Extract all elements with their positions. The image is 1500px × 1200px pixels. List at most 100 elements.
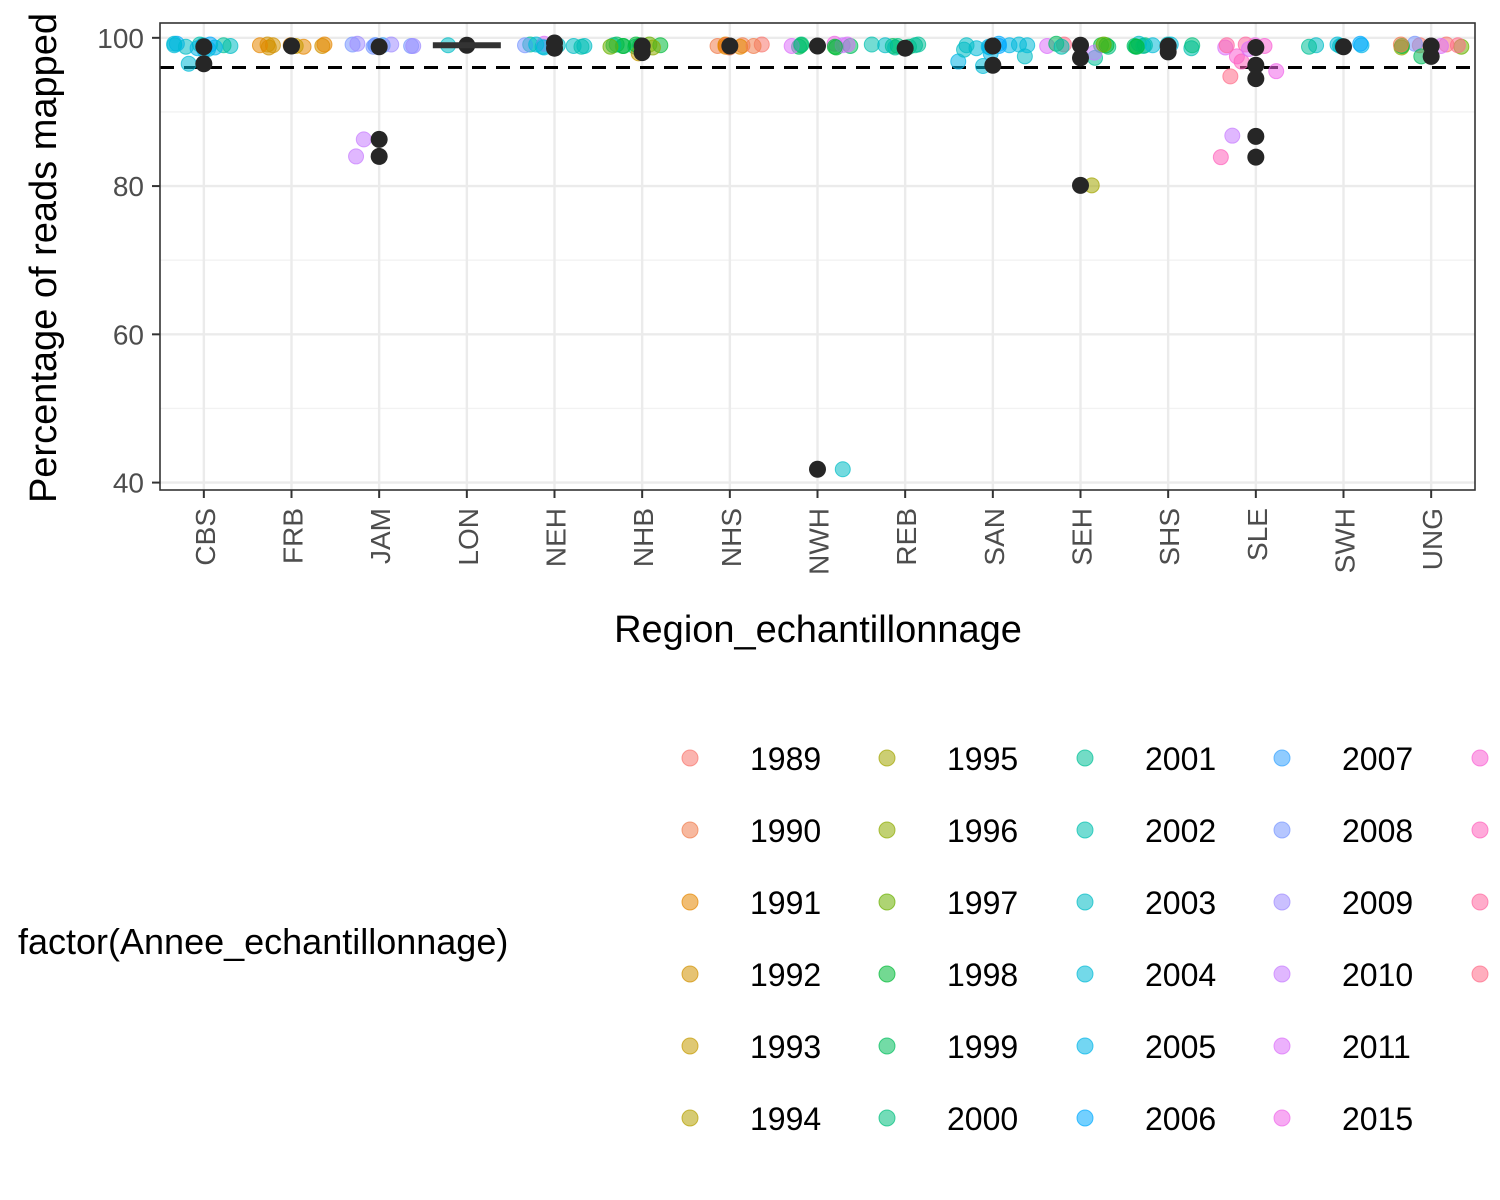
legend-key [1076,1109,1094,1127]
summary-point [1072,49,1089,67]
legend-label: 2009 [1342,885,1413,921]
x-tick-label: NHB [628,508,659,567]
data-point [958,37,975,54]
data-point [1392,36,1409,53]
legend-label: 2002 [1145,813,1216,849]
y-axis: 40 60 80 100 [97,23,160,499]
data-point [745,37,762,54]
legend-label: 1992 [750,957,821,993]
legend-key [1471,965,1489,983]
x-axis: CBS FRB JAM LON NEH NHB NHS NWH REB SAN SEH SHS SLE S… [190,490,1448,575]
legend-label: 1994 [750,1101,821,1137]
legend-label: 2007 [1342,741,1413,777]
summary-point [1072,36,1089,54]
legend-key [681,1037,699,1055]
x-tick-label: NEH [541,508,572,567]
data-point [1095,36,1112,53]
legend-label: 1999 [947,1029,1018,1065]
x-tick-label: LON [453,508,484,566]
data-point [316,36,333,53]
legend-key [1471,821,1489,839]
data-point [1218,37,1235,54]
summary-point [809,37,826,55]
grid-lines [160,23,1475,490]
legend-label: 2008 [1342,813,1413,849]
x-tick-label: FRB [278,508,309,564]
legend-label: 2003 [1145,885,1216,921]
legend-key [681,965,699,983]
summary-point [283,37,300,55]
data-point [863,36,880,53]
legend-label: 2004 [1145,957,1216,993]
x-tick-label: JAM [365,508,396,564]
summary-markers [195,34,1440,478]
summary-point [1072,176,1089,194]
summary-point [1247,56,1265,74]
data-point [1268,63,1285,80]
y-tick-label: 100 [97,23,144,54]
data-point [405,37,422,54]
legend: 1989 1990 1991 1992 1993 1994 1995 1996 1997 1998… [681,741,1489,1137]
legend-key [681,1109,699,1127]
summary-point [984,37,1002,55]
legend-key [1076,893,1094,911]
data-point [573,38,590,55]
x-tick-label: REB [891,508,922,566]
summary-point [1247,38,1265,56]
data-point [166,35,183,52]
legend-label: 1989 [750,741,821,777]
summary-point [546,39,563,57]
y-tick-label: 40 [113,468,144,499]
data-point [1222,68,1239,85]
legend-label: 1998 [947,957,1018,993]
summary-point [984,56,1002,74]
legend-key [1076,749,1094,767]
data-point [602,38,619,55]
y-tick-label: 60 [113,319,144,350]
data-point [1184,37,1201,54]
legend-key [681,749,699,767]
legend-label: 2011 [1342,1029,1411,1065]
legend-key [878,1109,896,1127]
summary-point [721,37,739,55]
legend-key [681,821,699,839]
summary-point [896,39,914,57]
legend-key [1471,749,1489,767]
summary-point [1247,148,1265,166]
summary-point [1247,70,1265,88]
summary-point [370,38,388,56]
legend-label: 1996 [947,813,1018,849]
y-axis-title: Percentage of reads mapped [23,13,65,503]
data-point [1212,149,1229,166]
summary-point [1422,47,1440,65]
data-point [1128,38,1145,55]
legend-label: 1995 [947,741,1018,777]
x-tick-label: NWH [804,508,835,575]
x-tick-label: SEH [1067,508,1098,566]
data-point [528,36,545,53]
legend-key [681,893,699,911]
x-tick-label: SWH [1330,508,1361,573]
legend-key [1273,821,1291,839]
legend-label: 2000 [947,1101,1018,1137]
x-tick-label: SAN [979,508,1010,566]
summary-point [809,460,826,478]
x-tick-label: SLE [1242,508,1273,561]
data-point [1224,127,1241,144]
legend-title: factor(Annee_echantillonnage) [18,921,508,962]
legend-key [878,749,896,767]
legend-label: 2005 [1145,1029,1216,1065]
data-point [1352,35,1369,52]
legend-key [1273,965,1291,983]
summary-point [195,55,213,73]
data-point [348,148,365,165]
legend-label: 2015 [1342,1101,1413,1137]
data-point [1144,37,1161,54]
summary-point [370,147,388,165]
data-point [180,55,197,72]
x-tick-label: SHS [1154,508,1185,566]
legend-label: 1990 [750,813,821,849]
data-point [1301,38,1318,55]
legend-key [1471,893,1489,911]
